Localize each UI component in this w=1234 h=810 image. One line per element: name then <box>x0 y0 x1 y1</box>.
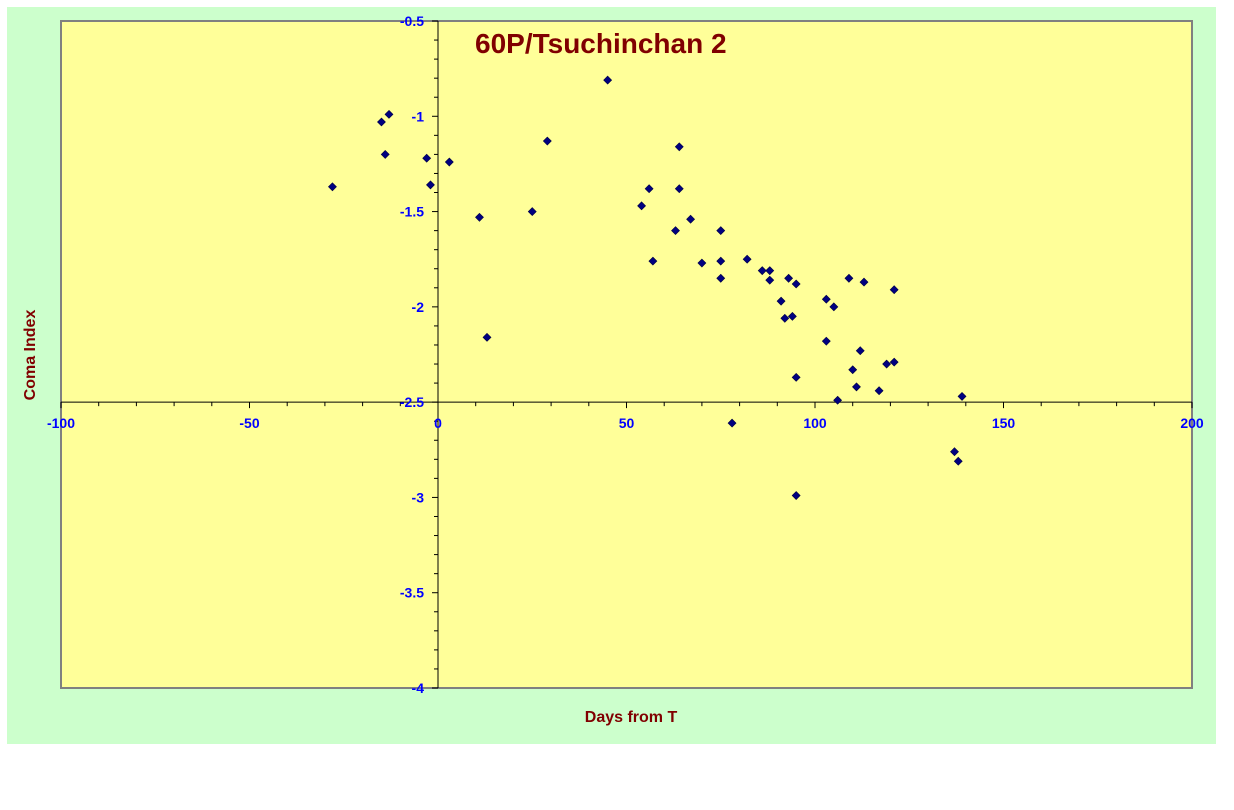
data-point <box>742 254 752 264</box>
y-tick-label: -1 <box>412 108 425 124</box>
x-tick-label: -100 <box>47 415 75 431</box>
data-point <box>637 201 647 211</box>
data-point <box>859 277 869 287</box>
y-tick-label: -0.5 <box>400 13 424 29</box>
data-point <box>829 302 839 312</box>
data-point <box>716 273 726 283</box>
x-tick-label: 150 <box>992 415 1016 431</box>
data-point <box>422 153 432 163</box>
data-point <box>844 273 854 283</box>
y-tick-labels: -0.5 -1 -1.5 -2 -2.5 -3 -3.5 -4 <box>400 13 424 696</box>
data-point <box>784 273 794 283</box>
data-point <box>957 392 967 401</box>
x-tick-label: 50 <box>619 415 635 431</box>
data-point <box>384 109 394 119</box>
data-point <box>482 332 492 342</box>
chart-title: 60P/Tsuchinchan 2 <box>475 28 727 59</box>
x-tick-labels: -100 -50 0 50 100 150 200 <box>47 415 1204 431</box>
x-tick-label: 0 <box>434 415 442 431</box>
data-point <box>727 418 737 428</box>
data-point <box>889 285 899 295</box>
data-point <box>765 266 775 276</box>
data-point <box>644 184 654 194</box>
data-point <box>787 311 797 321</box>
y-tick-label: -2 <box>412 299 425 315</box>
data-point <box>855 346 865 356</box>
data-point <box>953 456 963 466</box>
data-point <box>671 226 680 236</box>
axes <box>60 20 1193 689</box>
data-point <box>475 212 484 222</box>
data-point <box>821 294 831 304</box>
data-point <box>542 136 552 146</box>
plot-area <box>60 20 1193 689</box>
data-point <box>950 447 959 457</box>
data-point <box>780 313 790 323</box>
data-point <box>882 359 892 369</box>
y-tick-label: -2.5 <box>400 394 424 410</box>
x-tick-label: -50 <box>239 415 259 431</box>
y-tick-label: -4 <box>412 680 425 696</box>
data-point <box>791 491 801 500</box>
data-point <box>648 256 658 266</box>
data-point <box>874 386 884 396</box>
data-point <box>848 365 858 375</box>
data-point <box>833 395 843 405</box>
data-point <box>765 275 775 285</box>
y-axis-title: Coma Index <box>22 310 39 401</box>
x-axis-title: Days from T <box>585 709 678 726</box>
data-point <box>686 214 696 224</box>
data-point <box>757 266 767 276</box>
x-tick-label: 100 <box>803 415 827 431</box>
data-point <box>791 279 801 289</box>
data-point <box>674 142 684 152</box>
scatter-chart: -100 -50 0 50 100 150 200 -0.5 -1 -1.5 -2 -2.5 -3 -3… <box>22 13 1204 726</box>
data-point <box>821 336 831 346</box>
data-point <box>377 117 386 127</box>
data-point <box>889 357 899 367</box>
data-point <box>380 149 390 159</box>
y-tick-label: -3.5 <box>400 585 424 601</box>
y-tick-label: -3 <box>412 489 425 505</box>
x-tick-label: 200 <box>1180 415 1204 431</box>
data-point <box>527 207 537 216</box>
data-point <box>697 258 707 268</box>
data-point <box>791 372 801 382</box>
data-point <box>716 226 726 236</box>
data-point <box>852 382 861 392</box>
chart-area: -100 -50 0 50 100 150 200 -0.5 -1 -1.5 -2 -2.5 -3 -3… <box>7 7 1216 744</box>
data-point <box>603 75 613 85</box>
data-point <box>674 184 684 194</box>
data-point <box>776 296 786 306</box>
y-tick-label: -1.5 <box>400 204 424 220</box>
data-point <box>426 180 435 190</box>
data-point <box>328 182 337 192</box>
data-point <box>716 256 726 266</box>
data-point <box>444 157 454 167</box>
data-points <box>328 75 967 500</box>
